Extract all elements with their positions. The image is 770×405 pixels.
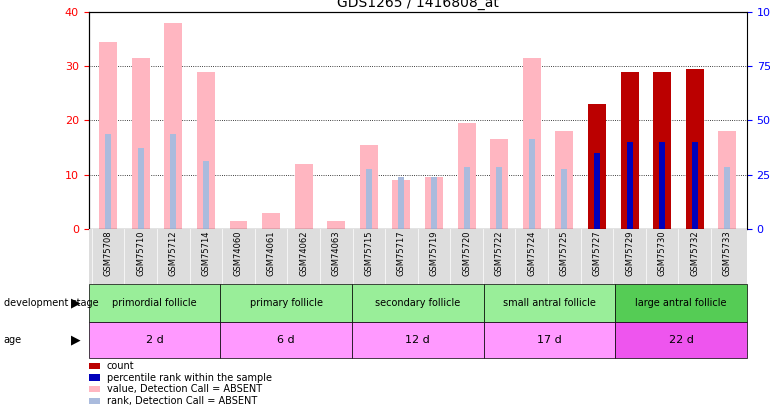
- Text: GSM75712: GSM75712: [169, 230, 178, 276]
- Bar: [497, 166, 502, 229]
- Text: GSM74060: GSM74060: [234, 230, 243, 276]
- Bar: [615, 322, 747, 358]
- Text: large antral follicle: large antral follicle: [635, 298, 727, 308]
- Bar: [621, 72, 638, 229]
- Bar: [686, 69, 704, 229]
- Text: 12 d: 12 d: [405, 335, 430, 345]
- Bar: [484, 322, 615, 358]
- Bar: [89, 322, 220, 358]
- Bar: [138, 147, 144, 229]
- Bar: [561, 169, 567, 229]
- Text: GSM74062: GSM74062: [300, 230, 308, 276]
- Bar: [594, 153, 600, 229]
- Text: GSM75732: GSM75732: [690, 230, 699, 276]
- Bar: [89, 363, 100, 369]
- Text: GSM75729: GSM75729: [625, 230, 634, 276]
- Bar: [718, 131, 736, 229]
- Text: 6 d: 6 d: [277, 335, 295, 345]
- Text: 2 d: 2 d: [146, 335, 163, 345]
- Text: ▶: ▶: [72, 296, 81, 309]
- Bar: [352, 322, 484, 358]
- Text: primary follicle: primary follicle: [249, 298, 323, 308]
- Text: GSM75717: GSM75717: [397, 230, 406, 276]
- Bar: [490, 139, 508, 229]
- Bar: [425, 177, 443, 229]
- Bar: [457, 123, 476, 229]
- Text: GSM74063: GSM74063: [332, 230, 341, 276]
- Bar: [725, 166, 730, 229]
- Bar: [529, 139, 534, 229]
- Bar: [203, 161, 209, 229]
- Text: GSM75725: GSM75725: [560, 230, 569, 276]
- Bar: [89, 284, 220, 322]
- Bar: [366, 169, 372, 229]
- Bar: [555, 131, 574, 229]
- Bar: [464, 166, 470, 229]
- Bar: [262, 213, 280, 229]
- Text: value, Detection Call = ABSENT: value, Detection Call = ABSENT: [107, 384, 262, 394]
- Bar: [220, 284, 352, 322]
- Bar: [220, 322, 352, 358]
- Bar: [132, 58, 149, 229]
- Text: rank, Detection Call = ABSENT: rank, Detection Call = ABSENT: [107, 396, 257, 405]
- Title: GDS1265 / 1416808_at: GDS1265 / 1416808_at: [336, 0, 499, 10]
- Text: 17 d: 17 d: [537, 335, 562, 345]
- Text: GSM75730: GSM75730: [658, 230, 667, 276]
- Text: GSM75714: GSM75714: [202, 230, 210, 276]
- Text: GSM75733: GSM75733: [723, 230, 732, 276]
- Text: primordial follicle: primordial follicle: [112, 298, 196, 308]
- Bar: [99, 42, 117, 229]
- Text: GSM75715: GSM75715: [364, 230, 373, 276]
- Bar: [229, 221, 247, 229]
- Text: secondary follicle: secondary follicle: [375, 298, 460, 308]
- Bar: [352, 284, 484, 322]
- Text: count: count: [107, 361, 135, 371]
- Bar: [431, 177, 437, 229]
- Bar: [627, 142, 632, 229]
- Bar: [295, 164, 313, 229]
- Bar: [484, 284, 615, 322]
- Text: GSM75727: GSM75727: [592, 230, 601, 276]
- Bar: [164, 23, 182, 229]
- Text: GSM75720: GSM75720: [462, 230, 471, 276]
- Text: GSM75724: GSM75724: [527, 230, 536, 276]
- Text: development stage: development stage: [4, 298, 99, 308]
- Text: small antral follicle: small antral follicle: [503, 298, 596, 308]
- Bar: [588, 104, 606, 229]
- Text: GSM75722: GSM75722: [494, 230, 504, 276]
- Text: GSM75708: GSM75708: [104, 230, 112, 276]
- Bar: [197, 72, 215, 229]
- Bar: [653, 72, 671, 229]
- Bar: [691, 142, 698, 229]
- Text: GSM74061: GSM74061: [266, 230, 276, 276]
- Bar: [393, 180, 410, 229]
- Bar: [89, 374, 100, 381]
- Bar: [523, 58, 541, 229]
- Bar: [360, 145, 378, 229]
- Text: ▶: ▶: [72, 334, 81, 347]
- Text: GSM75710: GSM75710: [136, 230, 146, 276]
- Bar: [89, 398, 100, 404]
- Bar: [327, 221, 345, 229]
- Bar: [105, 134, 111, 229]
- Bar: [399, 177, 404, 229]
- Text: 22 d: 22 d: [668, 335, 694, 345]
- Bar: [659, 142, 665, 229]
- Bar: [89, 386, 100, 392]
- Bar: [170, 134, 176, 229]
- Bar: [615, 284, 747, 322]
- Text: percentile rank within the sample: percentile rank within the sample: [107, 373, 272, 383]
- Text: GSM75719: GSM75719: [430, 230, 439, 276]
- Text: age: age: [4, 335, 22, 345]
